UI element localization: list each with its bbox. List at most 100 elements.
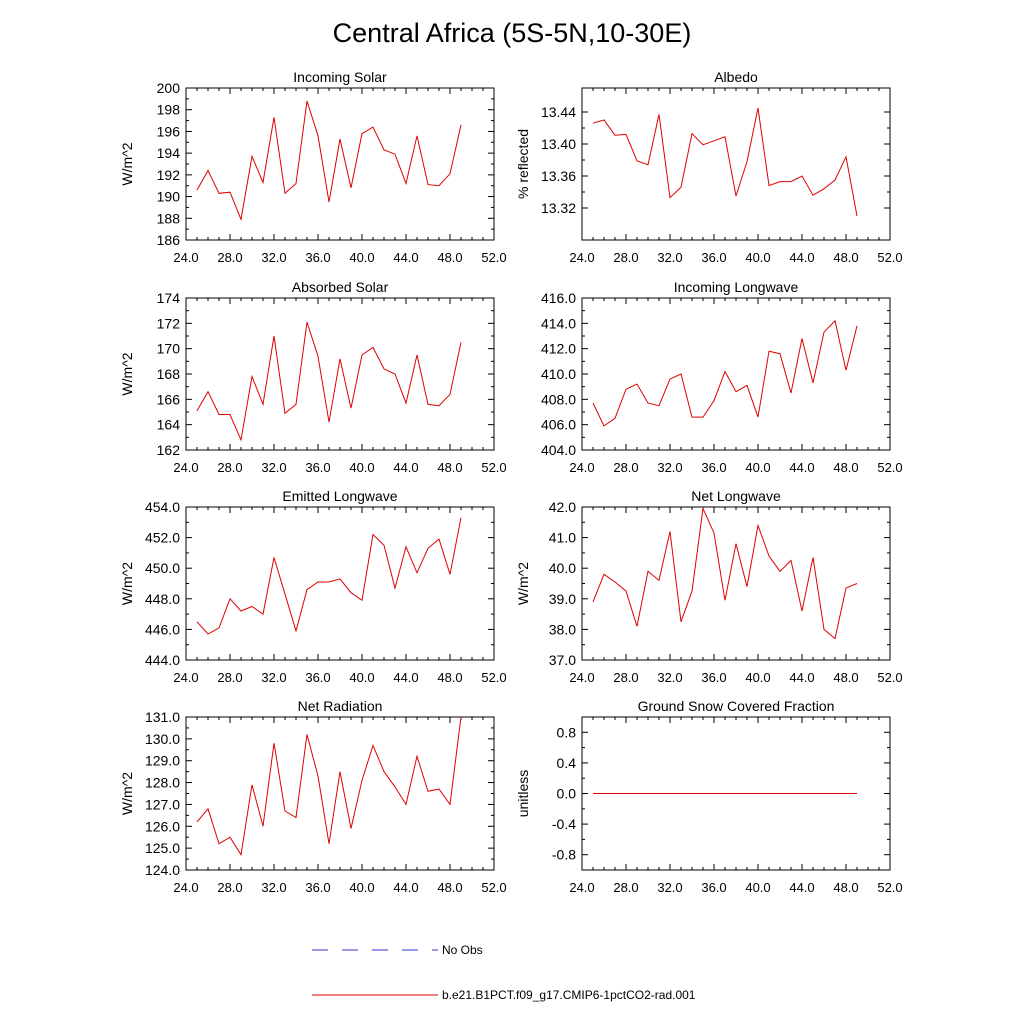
panel-5-xtick-label: 52.0: [481, 670, 506, 685]
panel-4-xtick-label: 36.0: [701, 460, 726, 475]
panel-3-ytick-label: 170: [157, 341, 181, 357]
panel-4-title: Incoming Longwave: [674, 279, 799, 295]
panel-1-ytick-label: 198: [157, 102, 181, 118]
panel-3-title: Absorbed Solar: [292, 279, 389, 295]
panel-6-xtick-label: 48.0: [833, 670, 858, 685]
panel-1-xtick-label: 24.0: [173, 250, 198, 265]
panel-8-ytick-label: 0.8: [557, 724, 577, 740]
panel-7-ytick-label: 128.0: [145, 775, 180, 791]
panel-3-xtick-label: 40.0: [349, 460, 374, 475]
panel-4-xtick-label: 24.0: [569, 460, 594, 475]
panel-6-series-line: [592, 506, 858, 640]
panel-6-ylabel: W/m^2: [515, 562, 531, 605]
panel-3-xtick-label: 48.0: [437, 460, 462, 475]
panel-2-xtick-label: 52.0: [877, 250, 902, 265]
panel-4-ytick-label: 410.0: [541, 366, 576, 382]
panel-4-ytick-label: 408.0: [541, 391, 576, 407]
panel-5-ytick-label: 450.0: [145, 560, 180, 576]
panel-1: Incoming Solar W/m^2 24.0 28.0 32.0 36.0 40.0 4…: [119, 69, 507, 265]
panel-4-series-line: [592, 319, 858, 427]
panel-4-frame: [581, 297, 891, 451]
panel-6-title: Net Longwave: [691, 488, 781, 504]
panel-8-xtick-label: 40.0: [745, 880, 770, 895]
panel-7-title: Net Radiation: [298, 698, 383, 714]
panel-4-xtick-label: 48.0: [833, 460, 858, 475]
panel-6-xtick-label: 32.0: [657, 670, 682, 685]
panel-6-ytick-label: 38.0: [549, 621, 576, 637]
panel-1-xtick-label: 44.0: [393, 250, 418, 265]
panel-6-ytick-label: 42.0: [549, 499, 576, 515]
panel-8-ytick-label: -0.4: [552, 816, 576, 832]
panel-3-xtick-label: 28.0: [217, 460, 242, 475]
panel-3-ytick-label: 164: [157, 417, 181, 433]
panel-5-ytick-label: 452.0: [145, 530, 180, 546]
panel-6-frame: [581, 506, 891, 661]
panel-5-xtick-label: 48.0: [437, 670, 462, 685]
panel-7-ylabel: W/m^2: [119, 772, 135, 815]
panel-6-xtick-label: 40.0: [745, 670, 770, 685]
panel-1-ytick-label: 188: [157, 210, 181, 226]
panel-8-title: Ground Snow Covered Fraction: [638, 698, 835, 714]
panel-2-xtick-label: 32.0: [657, 250, 682, 265]
panel-7-xtick-label: 40.0: [349, 880, 374, 895]
panel-7-ytick-label: 126.0: [145, 818, 180, 834]
panel-3-ytick-label: 166: [157, 391, 181, 407]
panel-2: Albedo % reflected 24.0 28.0 32.0 36.0 40.0 44.…: [515, 69, 903, 265]
panel-2-ytick-label: 13.40: [541, 136, 576, 152]
panel-8-xtick-label: 32.0: [657, 880, 682, 895]
panel-6-ytick-label: 37.0: [549, 652, 576, 668]
panel-5-frame: [185, 506, 495, 661]
panel-3-xtick-label: 36.0: [305, 460, 330, 475]
figure-title: Central Africa (5S-5N,10-30E): [333, 18, 692, 48]
panel-2-xtick-label: 28.0: [613, 250, 638, 265]
panel-1-title: Incoming Solar: [293, 69, 387, 85]
panel-6-xtick-label: 44.0: [789, 670, 814, 685]
panels: Incoming Solar W/m^2 24.0 28.0 32.0 36.0 40.0 4…: [119, 69, 903, 895]
panel-3-series-line: [196, 321, 462, 442]
panel-1-xtick-label: 32.0: [261, 250, 286, 265]
panel-8-ytick-label: 0.0: [557, 786, 577, 802]
panel-5-ylabel: W/m^2: [119, 562, 135, 605]
panel-7-ytick-label: 125.0: [145, 840, 180, 856]
panel-2-series-line: [592, 107, 858, 217]
panel-7-ytick-label: 124.0: [145, 862, 180, 878]
panel-7-ytick-label: 130.0: [145, 731, 180, 747]
panel-2-ytick-label: 13.44: [541, 104, 576, 120]
panel-7-xtick-label: 48.0: [437, 880, 462, 895]
panel-8: Ground Snow Covered Fraction unitless 24.0…: [515, 698, 903, 895]
legend-label-model: b.e21.B1PCT.f09_g17.CMIP6-1pctCO2-rad.00…: [442, 988, 696, 1002]
panel-6-ytick-label: 41.0: [549, 530, 576, 546]
panel-3-ytick-label: 172: [157, 315, 181, 331]
panel-7-ytick-label: 131.0: [145, 709, 180, 725]
panel-7: Net Radiation W/m^2 24.0 28.0 32.0 36.0 40.0 44…: [119, 698, 507, 895]
panel-7-xtick-label: 32.0: [261, 880, 286, 895]
panel-1-frame: [185, 87, 495, 241]
panel-1-xtick-label: 28.0: [217, 250, 242, 265]
panel-5-xtick-label: 40.0: [349, 670, 374, 685]
panel-5-ytick-label: 446.0: [145, 621, 180, 637]
panel-2-xtick-label: 48.0: [833, 250, 858, 265]
panel-2-ylabel: % reflected: [515, 129, 531, 199]
panel-1-ytick-label: 192: [157, 167, 181, 183]
panel-5-ytick-label: 454.0: [145, 499, 180, 515]
panel-4-xtick-label: 52.0: [877, 460, 902, 475]
legend: No Obs b.e21.B1PCT.f09_g17.CMIP6-1pctCO2…: [312, 943, 696, 1002]
panel-7-ytick-label: 129.0: [145, 753, 180, 769]
panel-1-xtick-label: 48.0: [437, 250, 462, 265]
panel-6-xtick-label: 36.0: [701, 670, 726, 685]
panel-4-xtick-label: 32.0: [657, 460, 682, 475]
panel-4-ytick-label: 404.0: [541, 442, 576, 458]
panel-3-xtick-label: 44.0: [393, 460, 418, 475]
panel-8-xtick-label: 48.0: [833, 880, 858, 895]
panel-2-xtick-label: 24.0: [569, 250, 594, 265]
panel-4-ytick-label: 414.0: [541, 315, 576, 331]
panel-2-ytick-label: 13.32: [541, 200, 576, 216]
panel-1-ytick-label: 200: [157, 80, 181, 96]
panel-7-xtick-label: 52.0: [481, 880, 506, 895]
panel-5-ytick-label: 444.0: [145, 652, 180, 668]
panel-8-xtick-label: 24.0: [569, 880, 594, 895]
panel-8-xtick-label: 36.0: [701, 880, 726, 895]
panel-5-xtick-label: 36.0: [305, 670, 330, 685]
panel-6-xtick-label: 28.0: [613, 670, 638, 685]
panel-1-xtick-label: 40.0: [349, 250, 374, 265]
